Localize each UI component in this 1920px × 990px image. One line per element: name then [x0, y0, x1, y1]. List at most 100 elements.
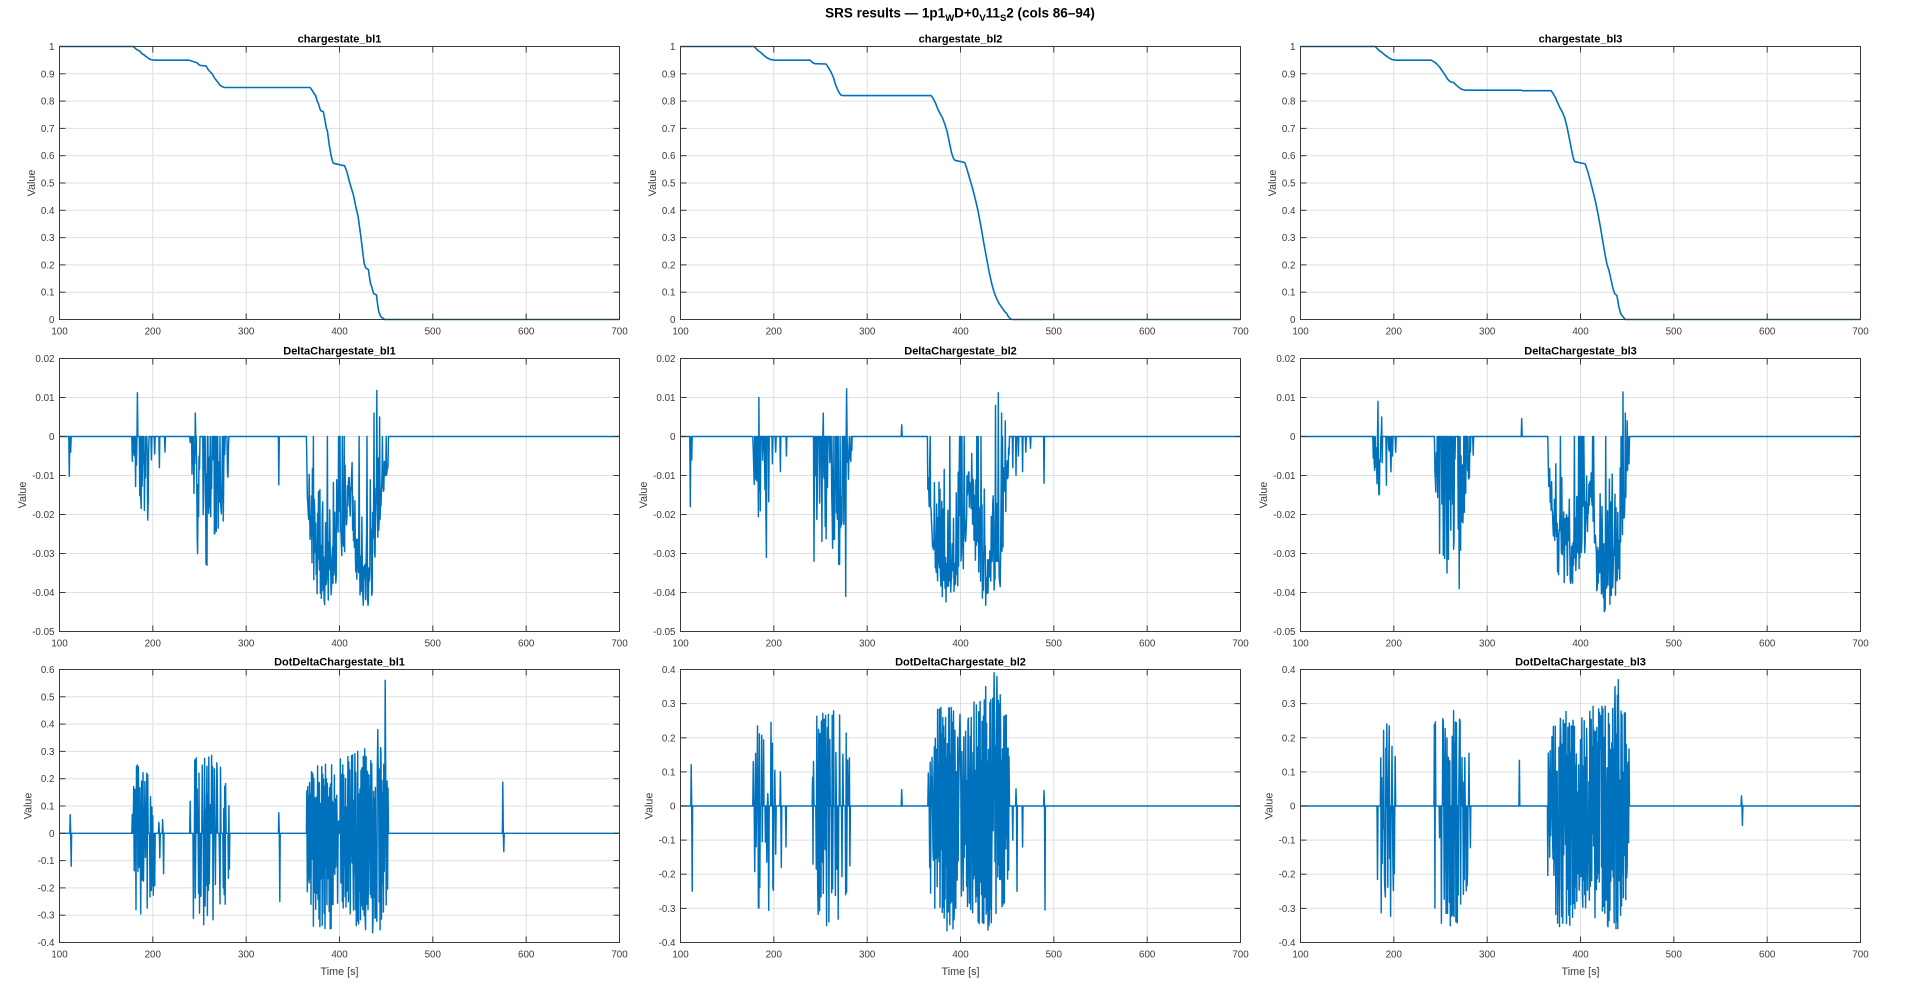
svg-text:0.3: 0.3 [1282, 699, 1296, 710]
svg-text:DotDeltaChargestate_bl1: DotDeltaChargestate_bl1 [274, 657, 405, 669]
svg-text:400: 400 [1572, 327, 1589, 338]
svg-text:DeltaChargestate_bl3: DeltaChargestate_bl3 [1524, 346, 1637, 358]
svg-text:0.6: 0.6 [662, 151, 676, 162]
svg-text:0.3: 0.3 [662, 233, 676, 244]
svg-text:400: 400 [1572, 639, 1589, 650]
svg-text:200: 200 [1386, 639, 1403, 650]
svg-text:100: 100 [1292, 950, 1309, 961]
svg-text:400: 400 [952, 327, 969, 338]
svg-text:-0.1: -0.1 [659, 836, 676, 847]
svg-text:0.4: 0.4 [41, 206, 55, 217]
svg-text:500: 500 [1046, 327, 1063, 338]
svg-text:600: 600 [1139, 639, 1156, 650]
svg-text:0.6: 0.6 [1282, 151, 1296, 162]
svg-text:700: 700 [1852, 950, 1869, 961]
svg-text:100: 100 [672, 950, 689, 961]
svg-text:300: 300 [1479, 327, 1496, 338]
svg-text:-0.01: -0.01 [1273, 471, 1295, 482]
svg-text:0: 0 [1290, 802, 1296, 813]
svg-text:300: 300 [238, 950, 255, 961]
svg-text:100: 100 [1292, 327, 1309, 338]
svg-text:0: 0 [49, 315, 55, 326]
svg-text:0.4: 0.4 [662, 665, 676, 676]
svg-text:300: 300 [859, 327, 876, 338]
svg-text:chargestate_bl1: chargestate_bl1 [298, 34, 382, 46]
svg-text:600: 600 [518, 950, 535, 961]
svg-text:300: 300 [1479, 639, 1496, 650]
svg-text:100: 100 [672, 639, 689, 650]
svg-text:DotDeltaChargestate_bl3: DotDeltaChargestate_bl3 [1515, 657, 1646, 669]
svg-text:Value: Value [1264, 793, 1276, 820]
svg-text:700: 700 [1232, 639, 1249, 650]
svg-text:200: 200 [1386, 950, 1403, 961]
svg-text:0.2: 0.2 [41, 260, 55, 271]
svg-text:Value: Value [647, 170, 659, 197]
svg-text:500: 500 [1046, 639, 1063, 650]
svg-text:0.5: 0.5 [41, 692, 55, 703]
svg-text:DeltaChargestate_bl2: DeltaChargestate_bl2 [904, 346, 1017, 358]
svg-text:-0.04: -0.04 [653, 588, 676, 599]
svg-text:-0.1: -0.1 [1279, 836, 1296, 847]
svg-text:0.7: 0.7 [1282, 124, 1296, 135]
svg-text:600: 600 [1759, 639, 1776, 650]
svg-text:700: 700 [1232, 327, 1249, 338]
svg-text:0: 0 [49, 432, 55, 443]
svg-text:0.9: 0.9 [662, 69, 676, 80]
svg-text:0.5: 0.5 [1282, 179, 1296, 190]
svg-text:0.4: 0.4 [662, 206, 676, 217]
svg-text:500: 500 [1666, 639, 1683, 650]
svg-text:-0.02: -0.02 [653, 510, 675, 521]
svg-text:0.3: 0.3 [41, 233, 55, 244]
svg-text:200: 200 [1386, 327, 1403, 338]
svg-text:0.7: 0.7 [662, 124, 676, 135]
svg-text:0.2: 0.2 [662, 733, 676, 744]
svg-text:0: 0 [670, 432, 676, 443]
svg-text:Value: Value [1267, 170, 1279, 197]
svg-text:Value: Value [26, 170, 38, 197]
svg-text:400: 400 [331, 639, 348, 650]
svg-text:0.01: 0.01 [1276, 393, 1295, 404]
svg-text:Value: Value [644, 793, 656, 820]
svg-text:200: 200 [145, 327, 162, 338]
svg-text:100: 100 [1292, 639, 1309, 650]
svg-text:600: 600 [518, 327, 535, 338]
svg-text:700: 700 [611, 639, 628, 650]
svg-text:600: 600 [1759, 950, 1776, 961]
svg-text:-0.4: -0.4 [659, 938, 676, 949]
svg-text:500: 500 [425, 327, 442, 338]
svg-text:400: 400 [952, 639, 969, 650]
svg-text:0.2: 0.2 [41, 774, 55, 785]
svg-text:-0.03: -0.03 [32, 549, 55, 560]
svg-text:0.1: 0.1 [41, 802, 55, 813]
svg-text:-0.05: -0.05 [653, 627, 676, 638]
svg-text:0.8: 0.8 [1282, 97, 1296, 108]
svg-text:chargestate_bl2: chargestate_bl2 [919, 34, 1003, 46]
svg-text:600: 600 [1759, 327, 1776, 338]
svg-text:-0.02: -0.02 [32, 510, 54, 521]
svg-text:Time [s]: Time [s] [321, 966, 359, 978]
svg-text:-0.04: -0.04 [32, 588, 55, 599]
svg-text:200: 200 [766, 950, 783, 961]
svg-text:0.1: 0.1 [1282, 288, 1296, 299]
svg-text:0.6: 0.6 [41, 151, 55, 162]
svg-text:-0.4: -0.4 [38, 938, 55, 949]
svg-text:-0.4: -0.4 [1279, 938, 1296, 949]
svg-text:200: 200 [145, 639, 162, 650]
svg-text:-0.03: -0.03 [1273, 549, 1296, 560]
svg-text:0: 0 [49, 829, 55, 840]
svg-text:DotDeltaChargestate_bl2: DotDeltaChargestate_bl2 [895, 657, 1026, 669]
svg-text:-0.3: -0.3 [38, 911, 55, 922]
svg-text:100: 100 [51, 950, 68, 961]
svg-text:0.3: 0.3 [41, 747, 55, 758]
svg-text:600: 600 [1139, 950, 1156, 961]
svg-text:1: 1 [49, 42, 54, 53]
svg-text:0.4: 0.4 [1282, 665, 1296, 676]
svg-text:-0.2: -0.2 [38, 883, 55, 894]
svg-text:300: 300 [859, 639, 876, 650]
svg-text:0.02: 0.02 [656, 354, 675, 365]
svg-text:Value: Value [1258, 482, 1270, 509]
svg-text:0.2: 0.2 [1282, 733, 1296, 744]
svg-text:Value: Value [23, 793, 35, 820]
svg-text:0: 0 [670, 315, 676, 326]
svg-text:0.2: 0.2 [1282, 260, 1296, 271]
